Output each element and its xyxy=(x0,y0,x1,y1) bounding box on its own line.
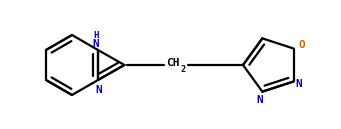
Text: N: N xyxy=(295,79,302,89)
Text: N: N xyxy=(95,85,102,95)
Text: O: O xyxy=(298,40,305,50)
Text: H: H xyxy=(93,31,99,41)
Text: N: N xyxy=(93,39,99,49)
Text: 2: 2 xyxy=(180,64,186,74)
Text: N: N xyxy=(256,95,263,105)
Text: CH: CH xyxy=(166,58,180,68)
